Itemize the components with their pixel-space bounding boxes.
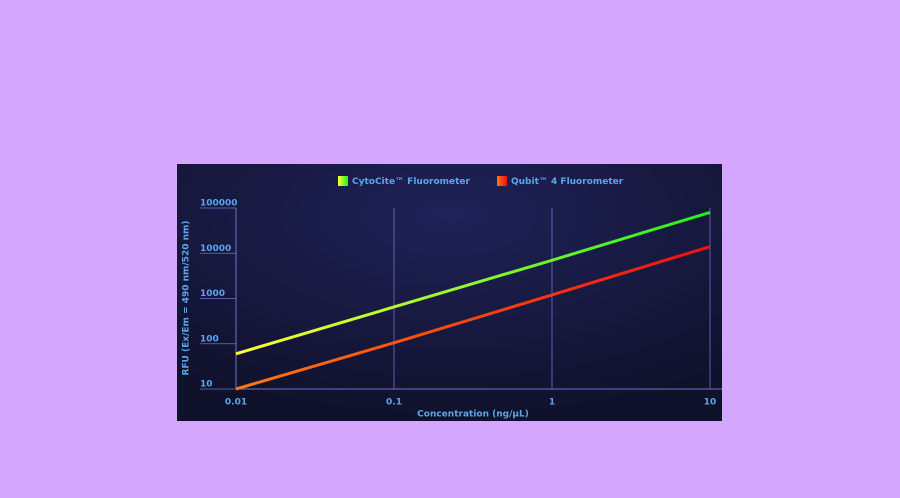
y-tick-label: 100 bbox=[200, 334, 219, 344]
legend-swatch bbox=[497, 176, 507, 186]
x-tick-label: 0.01 bbox=[225, 398, 247, 408]
x-tick-label: 0.1 bbox=[386, 398, 402, 408]
y-tick-label: 100000 bbox=[200, 199, 238, 209]
legend-label: Qubit™ 4 Fluorometer bbox=[511, 177, 624, 187]
y-tick-label: 10000 bbox=[200, 244, 231, 254]
y-tick-label: 10 bbox=[200, 380, 213, 390]
series-line bbox=[235, 210, 711, 356]
y-axis-label: RFU (Ex/Em = 490 nm/520 nm) bbox=[182, 220, 192, 375]
y-tick-label: 1000 bbox=[200, 289, 225, 299]
legend-swatch bbox=[338, 176, 348, 186]
x-tick-label: 10 bbox=[704, 398, 717, 408]
x-tick-label: 1 bbox=[549, 398, 555, 408]
series-line bbox=[235, 245, 711, 391]
x-axis-label: Concentration (ng/µL) bbox=[417, 410, 529, 420]
legend-label: CytoCite™ Fluorometer bbox=[352, 177, 471, 187]
